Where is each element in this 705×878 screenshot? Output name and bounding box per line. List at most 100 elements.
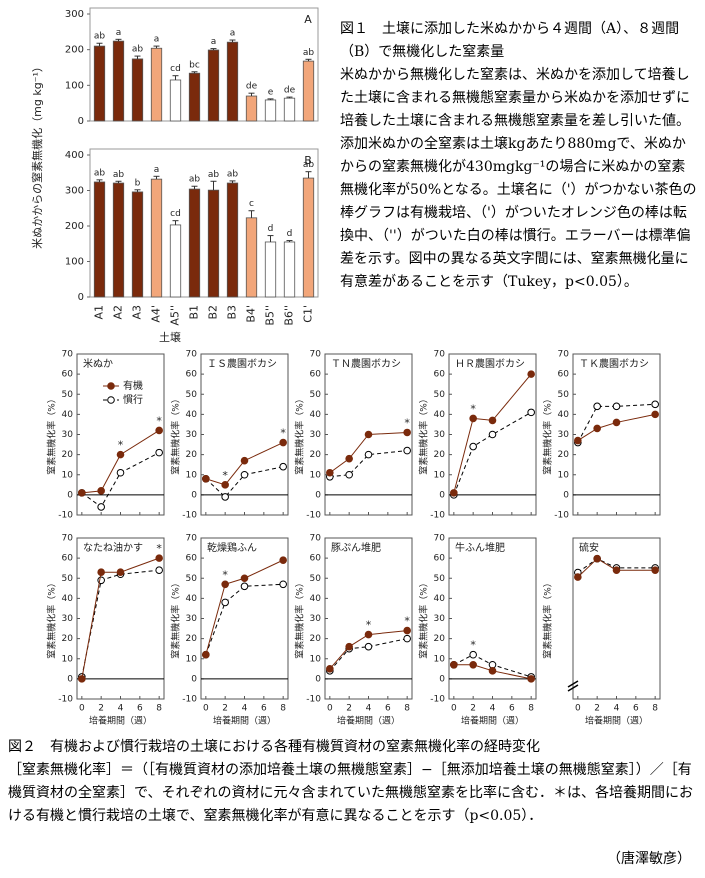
point [221, 580, 229, 589]
series-line [453, 411, 532, 496]
point [116, 468, 125, 477]
y-tick-label: 40 [310, 410, 322, 420]
series-line [81, 569, 160, 677]
y-tick-label: 60 [434, 370, 446, 380]
bar [283, 241, 296, 298]
bar [207, 189, 220, 298]
significance-letter: ab [189, 175, 201, 185]
significance-mark: * [404, 615, 410, 628]
point [450, 660, 458, 669]
point [469, 650, 477, 659]
x-axis-label: 培養期間（週） [89, 715, 152, 727]
y-tick-label: 100 [65, 80, 84, 91]
axis-break [567, 684, 579, 692]
bar [264, 241, 277, 298]
figure2-caption: 図２ 有機および慣行栽培の土壌における各種有機質資材の窒素無機化率の経時変化 ［… [8, 736, 698, 828]
caption-body: ［窒素無機化率］＝（［有機質資材の添加培養土壌の無機態窒素］−［無添加培養土壌の… [8, 762, 694, 824]
series-line [205, 583, 284, 655]
significance-letter: d [287, 229, 293, 239]
y-tick-label: 10 [434, 654, 446, 664]
panel-title: ＴＮ農園ボカシ [331, 357, 401, 370]
y-tick-label: -10 [430, 695, 445, 705]
y-axis-label: 窒素無機化率（%） [542, 578, 554, 659]
y-tick-label: 70 [186, 350, 198, 360]
x-tick-label: B4' [245, 305, 258, 323]
bar [245, 217, 258, 298]
bar [302, 60, 315, 122]
significance-mark: * [222, 568, 228, 581]
y-tick-label: 20 [310, 450, 322, 460]
x-tick-label: 0 [451, 704, 457, 714]
point [527, 675, 535, 683]
x-tick-label: 2 [346, 704, 352, 714]
y-tick-label: 30 [186, 614, 198, 624]
significance-letter: ab [132, 45, 144, 55]
y-tick-label: 70 [434, 350, 446, 360]
significance-letter: e [268, 87, 274, 97]
plot-frame [200, 537, 289, 700]
point [240, 582, 249, 591]
bar [207, 49, 220, 122]
y-tick-label: 60 [62, 554, 74, 564]
y-tick-label: 30 [62, 614, 74, 624]
series-line [81, 452, 160, 508]
significance-letter: ab [303, 160, 315, 170]
x-tick-label: 2 [222, 704, 228, 714]
bar [226, 41, 239, 122]
series-line [329, 630, 408, 670]
significance-letter: ab [94, 32, 106, 42]
significance-mark: * [470, 639, 476, 652]
y-tick-label: 60 [186, 554, 198, 564]
caption-title: 図２ 有機および慣行栽培の土壌における各種有機質資材の窒素無機化率の経時変化 [8, 739, 540, 755]
y-tick-label: 20 [186, 450, 198, 460]
y-tick-label: 200 [65, 45, 84, 56]
y-tick-label: -10 [58, 511, 73, 521]
significance-letter: ab [227, 169, 239, 179]
y-tick-label: 50 [62, 390, 74, 400]
y-tick-label: 60 [186, 370, 198, 380]
y-axis-label: 窒素無機化率（%） [170, 578, 182, 659]
significance-letter: a [154, 35, 160, 45]
y-tick-label: 0 [315, 674, 321, 684]
point [469, 442, 477, 451]
y-tick-label: 50 [558, 390, 570, 400]
y-tick-label: 40 [434, 594, 446, 604]
series-line [453, 664, 532, 680]
y-tick-label: 40 [434, 410, 446, 420]
y-tick-label: 40 [186, 410, 198, 420]
y-tick-label: 10 [310, 654, 322, 664]
bar [264, 99, 277, 122]
x-tick-label: A1 [93, 305, 106, 320]
point [651, 400, 659, 409]
significance-letter: a [230, 29, 236, 39]
y-tick-label: 20 [62, 450, 74, 460]
y-tick-label: 30 [310, 430, 322, 440]
y-tick-label: -10 [554, 511, 569, 521]
bar [226, 182, 239, 298]
series-line [577, 413, 656, 441]
y-tick-label: 20 [434, 634, 446, 644]
y-tick-label: 30 [434, 614, 446, 624]
panel-label: A [304, 13, 312, 26]
significance-mark: * [470, 402, 476, 415]
point [221, 481, 229, 489]
point [97, 568, 105, 577]
legend-label: 有機 [123, 379, 143, 392]
y-tick-label: 30 [558, 430, 570, 440]
series-line [205, 559, 284, 655]
point [403, 428, 411, 437]
point [469, 414, 477, 423]
point [527, 370, 535, 378]
point [97, 503, 105, 511]
x-tick-label: 6 [509, 704, 515, 714]
x-tick-label: 4 [614, 704, 620, 714]
point [279, 462, 287, 471]
y-axis-label: 窒素無機化率（%） [294, 578, 306, 659]
significance-letter: de [284, 86, 296, 96]
y-tick-label: 60 [310, 370, 322, 380]
x-tick-label: 2 [470, 704, 476, 714]
panel-title: なたね油かす [83, 541, 143, 554]
point [202, 474, 210, 483]
point [345, 642, 353, 651]
